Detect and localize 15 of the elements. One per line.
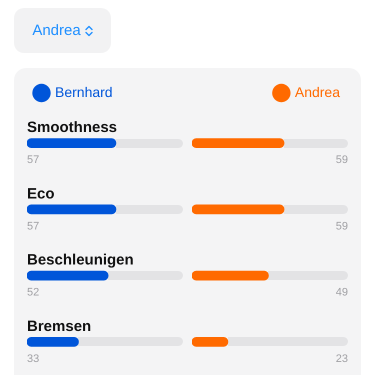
data-label: 59 [336, 154, 348, 166]
y-tick-label: Smoothness [27, 119, 118, 136]
data-label: 49 [336, 286, 348, 299]
y-tick-label: Beschleunigen [27, 252, 134, 269]
data-label: 59 [336, 220, 348, 232]
data-label: 23 [336, 352, 348, 365]
data-label: 57 [27, 154, 40, 166]
legend-label: Andrea [294, 84, 340, 100]
data-label: 33 [27, 352, 40, 365]
data-label: 52 [27, 286, 40, 299]
picker-button: Andrea [14, 8, 111, 53]
y-tick-label: Eco [27, 185, 55, 202]
legend-label: Bernhard [55, 84, 113, 100]
y-tick-label: Bremsen [27, 318, 92, 335]
data-label: 57 [27, 220, 40, 232]
